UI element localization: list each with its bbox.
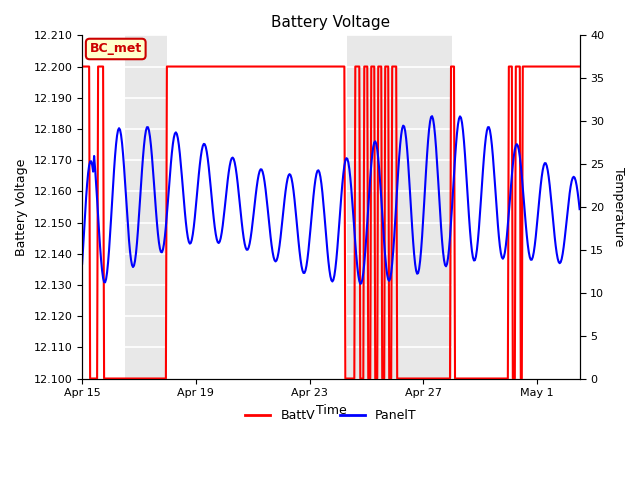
Title: Battery Voltage: Battery Voltage	[271, 15, 390, 30]
X-axis label: Time: Time	[316, 404, 346, 417]
Y-axis label: Battery Voltage: Battery Voltage	[15, 158, 28, 256]
Bar	[82, 36, 125, 379]
Bar	[452, 36, 580, 379]
Text: BC_met: BC_met	[90, 43, 142, 56]
Legend: BattV, PanelT: BattV, PanelT	[240, 404, 422, 427]
Bar	[168, 36, 346, 379]
Y-axis label: Temperature: Temperature	[612, 167, 625, 247]
